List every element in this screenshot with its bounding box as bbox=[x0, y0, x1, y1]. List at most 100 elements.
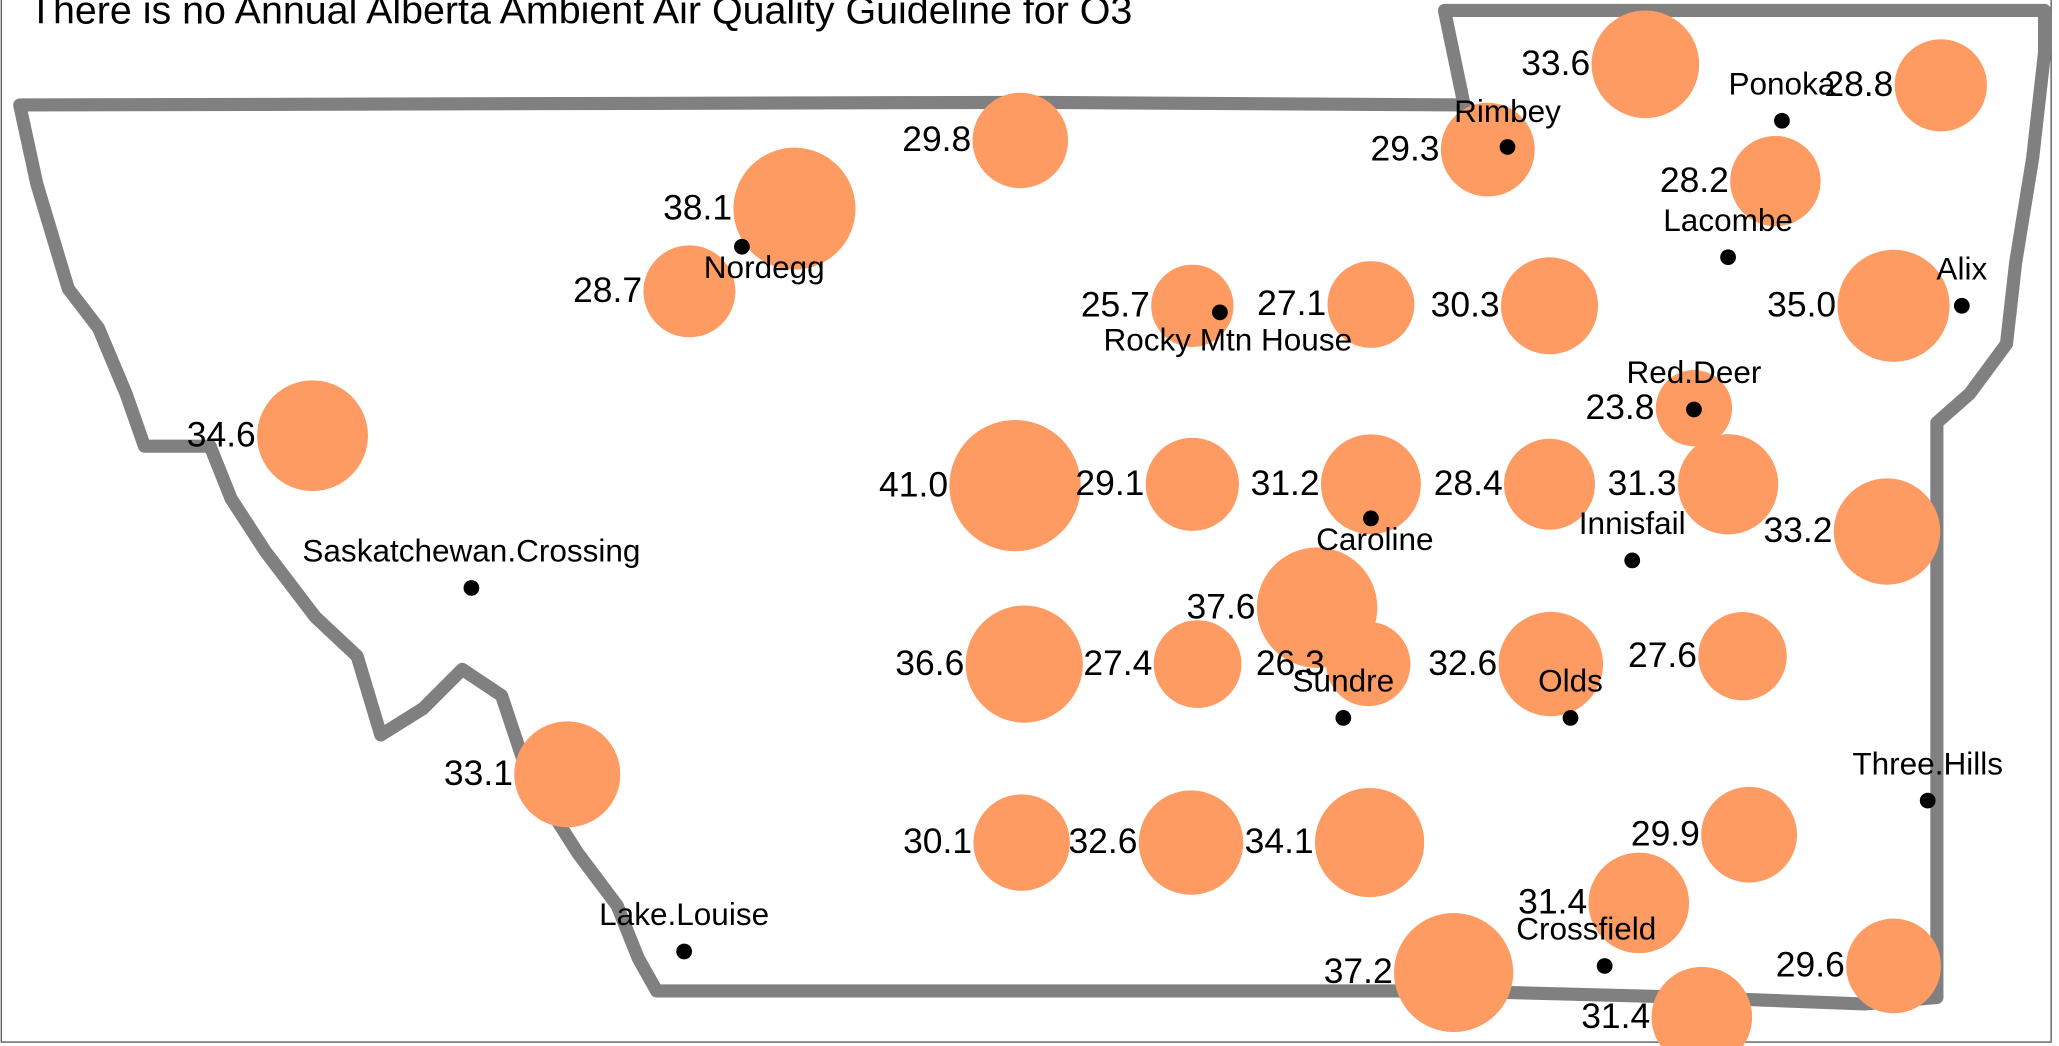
town-marker bbox=[1624, 552, 1641, 569]
bubble-label: 32.6 bbox=[1068, 821, 1137, 861]
bubble bbox=[973, 794, 1070, 891]
bubble-label: 33.6 bbox=[1521, 43, 1590, 83]
bubble-label: 28.2 bbox=[1660, 160, 1729, 200]
bubble-label: 36.6 bbox=[895, 643, 964, 683]
town-label: Rimbey bbox=[1454, 93, 1561, 129]
town-marker bbox=[1686, 401, 1702, 418]
bubble bbox=[514, 721, 621, 828]
bubble-label: 32.6 bbox=[1428, 643, 1497, 683]
bubble bbox=[1153, 620, 1242, 708]
bubble-label: 29.3 bbox=[1371, 128, 1440, 168]
town-label: Ponoka bbox=[1728, 66, 1835, 102]
town-marker bbox=[1212, 304, 1228, 321]
bubble bbox=[1701, 786, 1798, 883]
bubble bbox=[1314, 787, 1425, 898]
town-marker bbox=[1562, 710, 1579, 726]
town-marker bbox=[1720, 249, 1736, 266]
town-label: Lacombe bbox=[1663, 202, 1793, 238]
bubble bbox=[1846, 918, 1941, 1014]
map-title: There is no Annual Alberta Ambient Air Q… bbox=[29, 0, 1132, 33]
bubble-label: 31.4 bbox=[1518, 882, 1587, 922]
bubble-label: 35.0 bbox=[1767, 284, 1836, 324]
bubble bbox=[1588, 852, 1690, 954]
bubble-label: 28.4 bbox=[1434, 463, 1503, 503]
town-label: Olds bbox=[1538, 663, 1603, 699]
bubble bbox=[1837, 249, 1950, 362]
bubble-label: 25.7 bbox=[1081, 284, 1150, 324]
bubble-label: 29.6 bbox=[1776, 945, 1845, 985]
bubble bbox=[1326, 621, 1411, 707]
bubble bbox=[1320, 434, 1421, 535]
bubble bbox=[1730, 135, 1821, 227]
bubble bbox=[257, 380, 368, 492]
town-label: Innisfail bbox=[1579, 505, 1686, 541]
town-marker bbox=[1499, 139, 1516, 155]
bubble bbox=[1698, 612, 1787, 701]
bubble bbox=[1327, 261, 1415, 348]
region-boundary bbox=[13, 3, 2052, 1011]
bubble-label: 23.8 bbox=[1586, 387, 1655, 427]
bubble bbox=[1145, 437, 1239, 531]
bubble bbox=[949, 419, 1081, 552]
bubble bbox=[965, 605, 1083, 723]
town-marker bbox=[676, 943, 693, 960]
town-label: Sundre bbox=[1293, 663, 1395, 699]
bubble bbox=[1500, 257, 1599, 355]
bubble bbox=[733, 147, 856, 270]
bubble-label: 37.2 bbox=[1324, 951, 1393, 991]
bubble-label: 27.6 bbox=[1628, 635, 1697, 675]
bubble bbox=[1677, 434, 1779, 535]
bubble-label: 34.1 bbox=[1245, 821, 1314, 861]
town-label: Caroline bbox=[1316, 521, 1433, 557]
bubble-label: 33.1 bbox=[444, 753, 513, 793]
bubble bbox=[1833, 478, 1941, 585]
bubble-label: 34.6 bbox=[187, 414, 256, 454]
town-marker bbox=[463, 580, 480, 596]
town-label: Three.Hills bbox=[1852, 745, 2003, 781]
bubble bbox=[1894, 39, 1987, 132]
bubble-label: 38.1 bbox=[663, 187, 732, 227]
town-marker bbox=[734, 238, 750, 255]
bubble-label: 30.3 bbox=[1431, 284, 1500, 324]
bubble bbox=[972, 92, 1069, 189]
bubble-label: 29.1 bbox=[1075, 463, 1144, 503]
bubble bbox=[1394, 912, 1514, 1033]
town-label: Rocky Mtn House bbox=[1103, 321, 1352, 357]
town-label: Crossfield bbox=[1516, 911, 1656, 947]
bubble-label: 31.4 bbox=[1581, 996, 1650, 1036]
town-label: Nordegg bbox=[704, 249, 825, 285]
town-label: Saskatchewan.Crossing bbox=[302, 533, 640, 569]
bubble bbox=[1440, 102, 1535, 197]
bubble-label: 31.2 bbox=[1251, 463, 1320, 503]
bubble-label: 30.1 bbox=[903, 821, 972, 861]
bubble bbox=[643, 245, 736, 338]
town-marker bbox=[1919, 792, 1936, 809]
town-marker bbox=[1363, 510, 1379, 527]
bubble-label: 27.1 bbox=[1257, 283, 1326, 323]
bubble bbox=[1651, 966, 1753, 1046]
town-marker bbox=[1335, 710, 1352, 726]
bubble-label: 41.0 bbox=[879, 464, 948, 504]
bubble-label: 37.6 bbox=[1187, 586, 1256, 626]
bubble bbox=[1151, 264, 1234, 347]
bubble-label: 29.9 bbox=[1631, 813, 1700, 853]
bubble bbox=[1591, 10, 1700, 119]
bubble bbox=[1504, 438, 1596, 530]
bubble-label: 26.3 bbox=[1256, 643, 1325, 683]
bubble-label: 31.3 bbox=[1608, 463, 1677, 503]
town-marker bbox=[1774, 112, 1790, 129]
town-label: Lake.Louise bbox=[599, 896, 769, 932]
town-marker bbox=[1596, 958, 1613, 974]
bubble-label: 27.4 bbox=[1083, 643, 1152, 683]
town-marker bbox=[1953, 297, 1970, 314]
town-label: Alix bbox=[1936, 251, 1987, 287]
bubble bbox=[1138, 790, 1244, 895]
bubble bbox=[1498, 611, 1604, 717]
bubble-label: 28.8 bbox=[1824, 64, 1893, 104]
town-label: Red.Deer bbox=[1627, 354, 1762, 390]
bubble-label: 33.2 bbox=[1763, 510, 1832, 550]
bubble-label: 29.8 bbox=[902, 119, 971, 159]
bubble-label: 28.7 bbox=[573, 270, 642, 310]
